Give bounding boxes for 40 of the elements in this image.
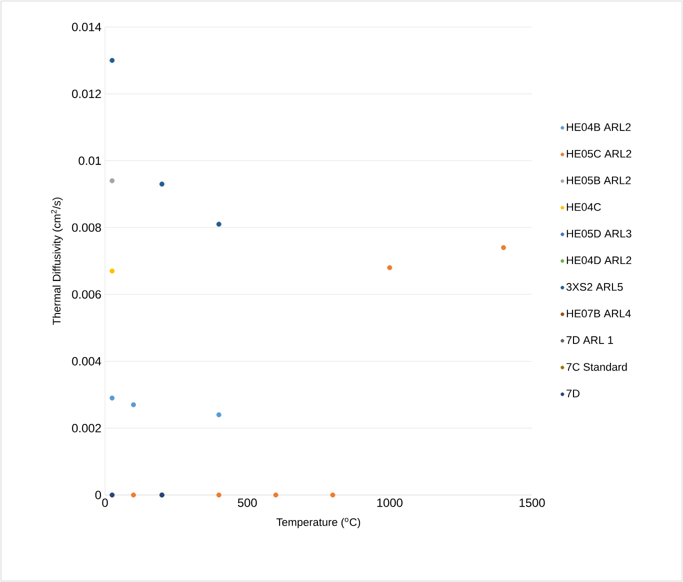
y-tick-label: 0.004 <box>72 357 102 366</box>
y-tick-label: 0.002 <box>72 424 101 432</box>
legend-label: 7C Standard <box>566 362 627 371</box>
point <box>216 492 222 498</box>
point <box>110 396 115 401</box>
legend-label: HE04B ARL2 <box>566 123 631 131</box>
point <box>130 492 136 498</box>
y-tick-label: 0.008 <box>72 223 101 232</box>
x-tick-label: 1000 <box>377 498 402 507</box>
legend-label: 7D <box>566 390 580 398</box>
y-tick-label: 0.006 <box>72 290 101 299</box>
point <box>110 492 115 498</box>
point <box>216 222 222 227</box>
y-tick-label: 0.01 <box>78 156 101 165</box>
point <box>110 58 115 63</box>
x-tick-label: 1500 <box>520 498 545 507</box>
legend-label: HE04C <box>566 203 601 211</box>
y-tick-label: 0 <box>95 490 102 500</box>
x-tick-label: 500 <box>238 498 257 507</box>
x-tick-label: 0 <box>102 498 108 507</box>
legend-label: HE05B ARL2 <box>566 176 631 184</box>
legend-label: HE04D ARL2 <box>566 256 632 264</box>
point <box>273 492 278 498</box>
point <box>387 265 392 270</box>
point <box>216 412 222 418</box>
legend-label: 7D ARL 1 <box>566 336 613 344</box>
y-tick-label: 0.014 <box>72 22 102 32</box>
point <box>110 268 115 274</box>
legend-label: HE07B ARL4 <box>566 310 631 318</box>
point <box>130 402 136 408</box>
point <box>501 245 506 250</box>
y-tick-label: 0.012 <box>72 90 101 98</box>
legend-label: HE05D ARL3 <box>566 230 632 238</box>
legend-label: HE05C ARL2 <box>566 150 632 158</box>
x-axis-title: Temperature ($^{o}$C) <box>276 518 360 528</box>
point <box>159 182 164 187</box>
point <box>330 492 336 498</box>
legend-label: 3XS2 ARL5 <box>566 283 623 291</box>
point <box>110 178 115 184</box>
y-axis-title: Thermal Diffusivity (cm$^{2}$/s) <box>51 198 63 325</box>
